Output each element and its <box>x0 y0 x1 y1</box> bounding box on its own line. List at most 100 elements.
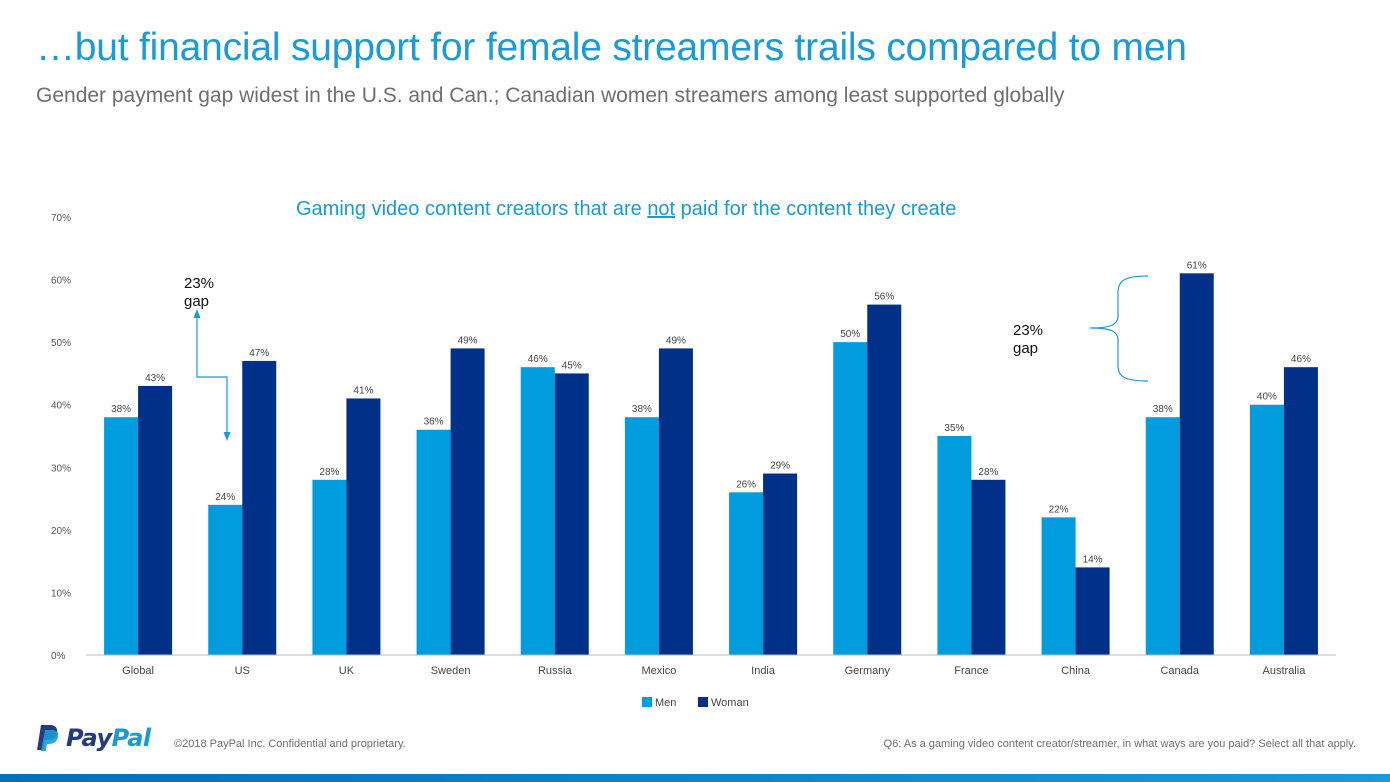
logo-pal: Pal <box>111 724 151 752</box>
data-label: 38% <box>111 404 131 415</box>
bar-chart: 0% 10% 20% 30% 40% 50% 60% 70% 38% 43% 24% 47% 28% 4… <box>51 213 1336 709</box>
x-tick-label: India <box>751 665 776 677</box>
bar-men-germany <box>833 342 868 655</box>
data-label: 56% <box>874 292 894 303</box>
data-label: 40% <box>1257 392 1277 403</box>
bar-woman-mexico <box>658 348 693 655</box>
legend-swatch-woman <box>698 697 708 707</box>
chart-legend: Men Woman <box>642 697 749 709</box>
bar-men-sweden <box>416 429 451 655</box>
y-tick-label: 30% <box>51 463 71 474</box>
survey-question-note: Q6: As a gaming video content creator/st… <box>883 738 1356 750</box>
data-label: 41% <box>353 385 373 396</box>
bar-woman-india <box>763 473 798 655</box>
data-label: 28% <box>978 467 998 478</box>
bar-men-india <box>729 492 764 655</box>
bar-men-global <box>104 417 139 655</box>
bar-men-russia <box>520 367 555 655</box>
bar-woman-canada <box>1179 273 1214 655</box>
legend-label-woman: Woman <box>711 697 749 709</box>
bar-men-us <box>208 504 243 655</box>
us-gap-arrow-head-up <box>193 309 201 318</box>
data-label: 38% <box>632 404 652 415</box>
data-label: 43% <box>145 373 165 384</box>
data-label: 49% <box>666 335 686 346</box>
bar-woman-uk <box>346 398 381 655</box>
us-gap-arrow-head-down <box>223 432 231 441</box>
data-label: 49% <box>458 335 478 346</box>
paypal-p-icon <box>37 725 59 751</box>
legend-label-men: Men <box>655 697 676 709</box>
bar-men-canada <box>1145 417 1180 655</box>
bar-group: 38% 43% 24% 47% 28% 41% 36% 49% 46% 45% 38% 49% 26% 2… <box>104 260 1318 655</box>
y-axis: 0% 10% 20% 30% 40% 50% 60% 70% <box>51 213 71 662</box>
us-gap-label: gap <box>184 293 210 310</box>
bar-men-uk <box>312 479 347 655</box>
logo-pay: Pay <box>66 724 112 752</box>
bar-woman-sweden <box>450 348 485 655</box>
y-tick-label: 70% <box>51 213 71 224</box>
x-tick-label: Canada <box>1160 665 1199 677</box>
us-gap-arrow <box>196 313 228 436</box>
us-gap-value: 23% <box>184 275 215 292</box>
y-tick-label: 60% <box>51 276 71 287</box>
y-tick-label: 50% <box>51 338 71 349</box>
us-gap-note: 23% gap <box>184 275 214 311</box>
canada-gap-brace <box>1089 275 1149 382</box>
x-tick-label: China <box>1061 665 1091 677</box>
data-label: 36% <box>424 417 444 428</box>
data-label: 35% <box>944 423 964 434</box>
x-tick-label: US <box>235 665 250 677</box>
bar-men-australia <box>1249 404 1284 655</box>
copyright-note: ©2018 PayPal Inc. Confidential and propr… <box>174 738 406 750</box>
data-label: 45% <box>562 360 582 371</box>
x-tick-label: Australia <box>1263 665 1307 677</box>
x-tick-label: Global <box>122 665 154 677</box>
chart-title-after: paid for the content they create <box>675 198 957 220</box>
x-tick-label: France <box>954 665 988 677</box>
x-tick-label: Mexico <box>641 665 676 677</box>
data-label: 47% <box>249 348 269 359</box>
x-tick-label: Sweden <box>431 665 471 677</box>
data-label: 24% <box>215 492 235 503</box>
bar-woman-russia <box>554 373 589 655</box>
chart-title-underlined: not <box>647 198 676 220</box>
y-tick-label: 0% <box>51 651 66 662</box>
slide-subtitle: Gender payment gap widest in the U.S. an… <box>36 84 1065 107</box>
canada-gap-note: 23% gap <box>1013 322 1043 358</box>
bar-woman-china <box>1075 567 1110 655</box>
data-label: 46% <box>1291 354 1311 365</box>
footer-bar <box>0 774 1390 782</box>
bar-woman-global <box>138 385 173 655</box>
data-label: 29% <box>770 461 790 472</box>
bar-woman-france <box>971 479 1006 655</box>
canada-gap-value: 23% <box>1013 322 1044 339</box>
canada-gap-label: gap <box>1013 340 1039 357</box>
data-label: 50% <box>840 329 860 340</box>
x-tick-label: Russia <box>538 665 573 677</box>
y-tick-label: 10% <box>51 588 71 599</box>
x-axis: Global US UK Sweden Russia Mexico India Germany… <box>86 654 1336 677</box>
x-tick-label: UK <box>339 665 355 677</box>
data-label: 38% <box>1153 404 1173 415</box>
chart-title-before: Gaming video content creators that are <box>296 198 648 220</box>
paypal-logo: PayPal <box>36 724 151 752</box>
bar-woman-germany <box>867 304 902 655</box>
data-label: 61% <box>1187 260 1207 271</box>
slide-title: …but financial support for female stream… <box>36 26 1187 69</box>
data-label: 46% <box>528 354 548 365</box>
bar-men-mexico <box>624 417 659 655</box>
bar-men-china <box>1041 517 1076 655</box>
bar-woman-us <box>242 360 277 655</box>
data-label: 22% <box>1049 504 1069 515</box>
y-tick-label: 20% <box>51 526 71 537</box>
data-label: 14% <box>1083 554 1103 565</box>
chart-title: Gaming video content creators that are n… <box>296 198 956 221</box>
bar-woman-australia <box>1283 367 1318 655</box>
bar-men-france <box>937 436 972 655</box>
legend-swatch-men <box>642 697 652 707</box>
x-tick-label: Germany <box>845 665 891 677</box>
y-tick-label: 40% <box>51 401 71 412</box>
data-label: 28% <box>319 467 339 478</box>
data-label: 26% <box>736 479 756 490</box>
